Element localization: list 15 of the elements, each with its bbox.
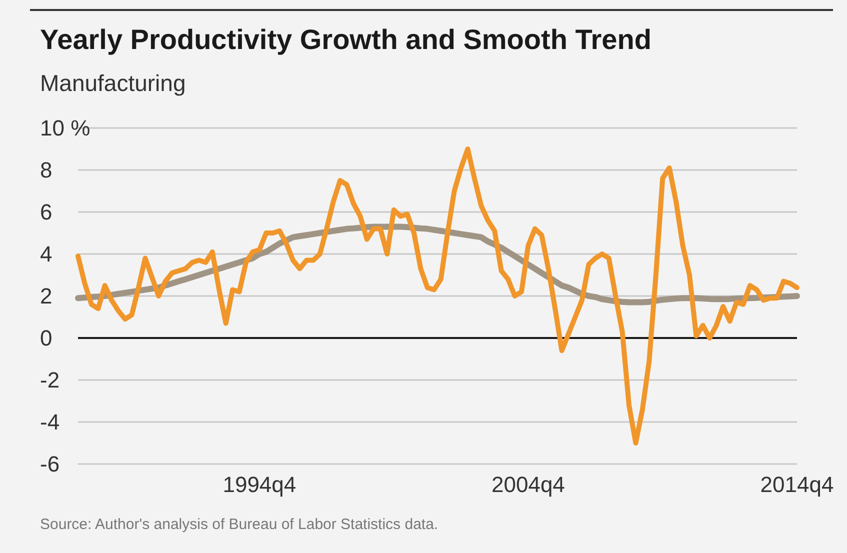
x-tick-label: 2014q4 <box>760 472 834 497</box>
x-tick-label: 1994q4 <box>222 472 296 497</box>
y-tick-label: 8 <box>40 158 52 183</box>
x-tick-label: 2004q4 <box>492 472 565 497</box>
y-tick-label: 6 <box>40 200 52 225</box>
source-note: Source: Author's analysis of Bureau of Labor Statistics data. <box>40 516 438 533</box>
y-tick-label: 10 % <box>40 116 90 141</box>
y-tick-label: 0 <box>40 326 52 351</box>
chart-subtitle: Manufacturing <box>40 70 186 97</box>
y-tick-label: 2 <box>40 284 52 309</box>
chart-title: Yearly Productivity Growth and Smooth Trend <box>40 24 652 56</box>
y-tick-label: -4 <box>40 410 60 435</box>
y-tick-label: -2 <box>40 368 60 393</box>
y-tick-label: 4 <box>40 242 52 267</box>
y-tick-label: -6 <box>40 452 60 477</box>
